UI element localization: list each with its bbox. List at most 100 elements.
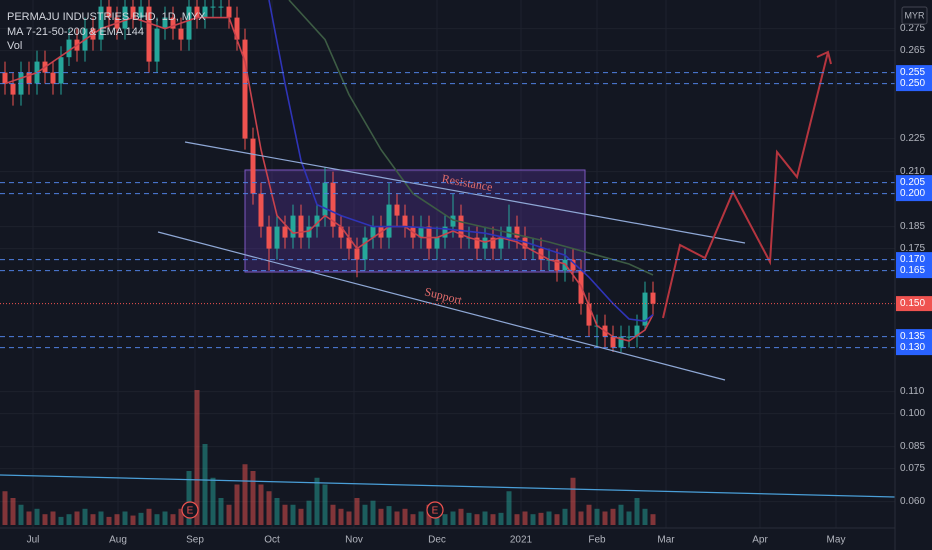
y-tick-label: 0.275 — [900, 23, 925, 34]
volume-legend: Vol — [7, 40, 22, 52]
candle-body — [26, 72, 32, 84]
volume-bar — [330, 504, 336, 525]
volume-bar — [162, 511, 168, 525]
candle-body — [162, 17, 168, 29]
y-tick-label: 0.085 — [900, 441, 925, 452]
volume-bar — [370, 500, 376, 525]
candle-body — [234, 17, 240, 40]
volume-bar — [122, 511, 128, 525]
volume-bar — [18, 504, 24, 525]
volume-bar — [410, 514, 416, 525]
y-tick-label: 0.185 — [900, 221, 925, 232]
volume-bar — [578, 511, 584, 525]
candle-body — [554, 259, 560, 271]
candle-body — [362, 237, 368, 260]
y-tick-label: 0.175 — [900, 243, 925, 254]
price-level-label: 0.135 — [900, 331, 925, 342]
price-level-tag — [896, 186, 932, 202]
volume-bar — [210, 477, 216, 525]
volume-bar — [106, 516, 112, 525]
last-price-label: 0.150 — [900, 298, 925, 309]
volume-bar — [290, 504, 296, 525]
volume-bar — [610, 508, 616, 525]
volume-bar — [386, 506, 392, 525]
price-level-tag — [896, 76, 932, 92]
candle-body — [418, 226, 424, 238]
candle-body — [402, 215, 408, 227]
volume-bar — [130, 515, 136, 525]
volume-bar — [602, 511, 608, 525]
x-tick-label: Jul — [27, 535, 40, 546]
volume-bar — [274, 498, 280, 525]
volume-bar — [42, 514, 48, 525]
volume-bar — [258, 484, 264, 525]
volume-bar — [226, 504, 232, 525]
volume-bar — [298, 508, 304, 525]
candle-body — [298, 215, 304, 238]
y-tick-label: 0.060 — [900, 496, 925, 507]
volume-bar — [546, 511, 552, 525]
volume-bar — [570, 477, 576, 525]
chart-title: PERMAJU INDUSTRIES BHD, 1D, MYX — [7, 11, 206, 23]
volume-bar — [554, 514, 560, 525]
volume-bar — [394, 511, 400, 525]
y-tick-label: 0.110 — [900, 386, 925, 397]
price-level-label: 0.165 — [900, 265, 925, 276]
volume-bar — [594, 508, 600, 525]
volume-bar — [178, 508, 184, 525]
volume-bar — [114, 514, 120, 525]
candle-body — [634, 325, 640, 337]
price-level-label: 0.255 — [900, 67, 925, 78]
candle-body — [50, 72, 56, 84]
volume-bar — [82, 508, 88, 525]
volume-bar — [50, 511, 56, 525]
x-tick-label: Oct — [264, 535, 280, 546]
indicator-legend: MA 7-21-50-200 & EMA 144 — [7, 26, 144, 38]
x-tick-label: 2021 — [510, 535, 533, 546]
candle-body — [346, 237, 352, 249]
candle-body — [450, 215, 456, 227]
volume-bar — [194, 390, 200, 525]
volume-bar — [66, 514, 72, 525]
candle-body — [490, 237, 496, 249]
event-marker — [426, 501, 444, 519]
candle-body — [258, 193, 264, 227]
y-tick-label: 0.265 — [900, 45, 925, 56]
volume-bar — [250, 471, 256, 525]
volume-bar — [626, 511, 632, 525]
candle-body — [458, 215, 464, 238]
candle-body — [434, 237, 440, 249]
candles — [2, 0, 656, 352]
candle-body — [386, 204, 392, 238]
price-levels — [0, 72, 895, 349]
volume-bar — [490, 514, 496, 525]
event-label: E — [432, 506, 439, 517]
volume-bar — [154, 514, 160, 525]
volume-bar — [202, 444, 208, 525]
candle-body — [210, 6, 216, 8]
candle-body — [570, 259, 576, 271]
candle-body — [242, 39, 248, 139]
volume-bar — [450, 511, 456, 525]
volume-bar — [314, 477, 320, 525]
candle-body — [226, 6, 232, 18]
volume-bar — [418, 511, 424, 525]
volume-bar — [618, 504, 624, 525]
candle-body — [282, 226, 288, 238]
volume-bar — [146, 508, 152, 525]
volume-bar — [186, 471, 192, 525]
candle-body — [642, 292, 648, 326]
x-tick-label: Aug — [109, 535, 127, 546]
volume-bar — [322, 484, 328, 525]
candle-body — [66, 39, 72, 58]
volume-bar — [378, 508, 384, 525]
volume-bar — [34, 508, 40, 525]
volume-bar — [402, 508, 408, 525]
volume-bar — [362, 504, 368, 525]
volume-bar — [306, 500, 312, 525]
candle-body — [58, 57, 64, 84]
event-label: E — [187, 506, 194, 517]
volume-bars — [2, 390, 656, 525]
volume-bar — [538, 512, 544, 525]
candle-body — [274, 226, 280, 249]
